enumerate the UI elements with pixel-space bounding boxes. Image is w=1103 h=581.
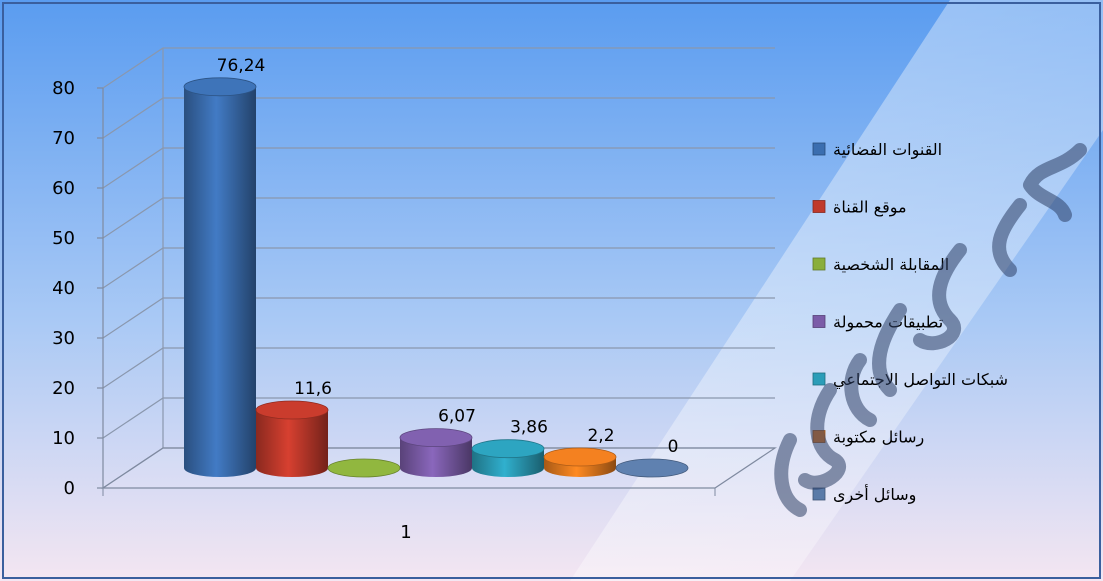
legend-swatch <box>812 372 826 386</box>
bar-3 <box>399 428 473 477</box>
legend-item: وسائل أخرى <box>812 484 916 505</box>
legend-item: المقابلة الشخصية <box>812 255 949 274</box>
legend-swatch <box>812 487 826 501</box>
y-tick-label: 10 <box>52 428 75 449</box>
y-tick-label: 0 <box>64 478 75 499</box>
legend-swatch <box>812 200 826 213</box>
y-tick-label: 80 <box>52 78 75 99</box>
data-label: 0 <box>668 437 679 457</box>
y-tick-label: 60 <box>52 178 75 199</box>
legend-swatch <box>812 142 826 156</box>
bar-5 <box>543 447 617 477</box>
watermark <box>774 143 1087 517</box>
bar-1 <box>255 400 329 477</box>
legend-label: القنوات الفضائية <box>833 140 942 160</box>
y-tick-label: 50 <box>52 228 75 249</box>
y-tick-label: 20 <box>52 378 75 399</box>
data-label: 11,6 <box>294 379 332 399</box>
legend-item: القنوات الفضائية <box>812 140 942 160</box>
y-tick-label: 30 <box>52 328 75 349</box>
data-label: 3,86 <box>510 418 548 438</box>
legend-label: المقابلة الشخصية <box>833 255 949 274</box>
x-category-label: 1 <box>400 522 411 543</box>
data-label: 2,2 <box>587 426 614 446</box>
y-tick-label: 70 <box>52 128 75 149</box>
legend-item: شبكات التواصل الاجتماعي <box>812 370 1008 390</box>
bar-6 <box>615 458 689 478</box>
y-tick-label: 40 <box>52 278 75 299</box>
legend-label: رسائل مكتوبة <box>833 428 924 448</box>
data-label: 76,24 <box>217 56 266 76</box>
bar-2 <box>327 458 401 478</box>
legend-item: تطبيقات محمولة <box>812 313 943 333</box>
legend-item: موقع القناة <box>812 198 907 218</box>
data-label: 6,07 <box>438 407 476 427</box>
legend-swatch <box>812 315 826 328</box>
legend-swatch <box>812 257 826 271</box>
decorative-ribbon <box>570 0 1103 581</box>
bar-0 <box>183 77 257 478</box>
legend-label: موقع القناة <box>833 198 907 218</box>
bar-4 <box>471 439 545 477</box>
legend-label: وسائل أخرى <box>833 484 916 505</box>
